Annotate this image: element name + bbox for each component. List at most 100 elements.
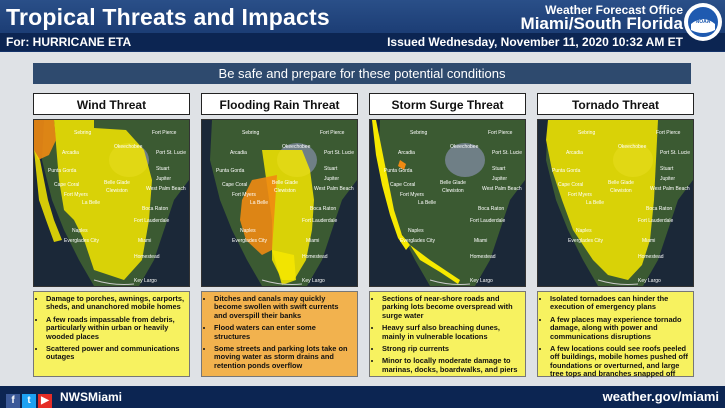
map-city-label: Sebring — [242, 130, 260, 136]
map-city-label: Cape Coral — [222, 182, 248, 188]
logo-text: NOAA — [696, 19, 711, 25]
map-city-label: Fort Pierce — [152, 130, 177, 136]
map-city-label: Belle Glade — [104, 180, 130, 186]
map-city-label: Homestead — [134, 254, 160, 260]
threat-panel: Flooding Rain Threat Sebring Fort Pierce Ar… — [201, 93, 358, 377]
footer: f t ▶ NWSMiami weather.gov/miami — [0, 386, 725, 408]
map-city-label: Okeechobee — [282, 144, 311, 150]
youtube-icon[interactable]: ▶ — [38, 394, 52, 408]
map-city-label: Fort Lauderdale — [134, 218, 170, 224]
map-city-label: Everglades City — [232, 238, 268, 244]
map-city-label: Everglades City — [400, 238, 436, 244]
map-city-label: Arcadia — [62, 150, 79, 156]
map-city-label: Punta Gorda — [384, 168, 413, 174]
map-city-label: Miami — [474, 238, 488, 244]
map-city-label: Fort Myers — [64, 192, 88, 198]
threat-title: Flooding Rain Threat — [201, 93, 358, 115]
map-city-label: Naples — [240, 228, 256, 234]
facebook-icon[interactable]: f — [6, 394, 20, 408]
threat-map: Sebring Fort Pierce Arcadia Okeechobee Port … — [369, 119, 526, 287]
map-city-label: Punta Gorda — [552, 168, 581, 174]
map-city-label: La Belle — [418, 200, 437, 206]
map-city-label: Homestead — [302, 254, 328, 260]
map-city-label: Key Largo — [302, 278, 325, 284]
twitter-icon[interactable]: t — [22, 394, 36, 408]
map-city-label: Sebring — [578, 130, 596, 136]
florida-map-icon — [34, 120, 189, 286]
map-city-label: West Palm Beach — [314, 186, 354, 192]
impact-bullet: Strong rip currents — [382, 344, 521, 353]
map-city-label: Fort Lauderdale — [470, 218, 506, 224]
map-city-label: Fort Myers — [568, 192, 592, 198]
impact-bullet: Some streets and parking lots take on mo… — [214, 344, 353, 370]
map-city-label: Homestead — [470, 254, 496, 260]
map-city-label: Fort Lauderdale — [638, 218, 674, 224]
social-handle: NWSMiami — [60, 390, 123, 404]
map-city-label: Fort Pierce — [488, 130, 513, 136]
map-city-label: Okeechobee — [618, 144, 647, 150]
storm-name: For: HURRICANE ETA — [6, 35, 132, 49]
map-city-label: Boca Raton — [310, 206, 337, 212]
map-city-label: Jupiter — [324, 176, 340, 182]
website-link[interactable]: weather.gov/miami — [602, 389, 719, 404]
map-city-label: Stuart — [156, 166, 170, 172]
threat-impacts: Sections of near-shore roads and parking… — [369, 291, 526, 377]
map-city-label: Punta Gorda — [216, 168, 245, 174]
threat-panel: Tornado Threat Sebring Fort Pierce Arcadia O… — [537, 93, 694, 378]
map-city-label: Punta Gorda — [48, 168, 77, 174]
florida-map-icon — [370, 120, 525, 286]
map-city-label: Sebring — [74, 130, 92, 136]
map-city-label: Boca Raton — [142, 206, 169, 212]
map-city-label: Belle Glade — [440, 180, 466, 186]
map-city-label: Port St. Lucie — [492, 150, 523, 156]
issued-time: Issued Wednesday, November 11, 2020 10:3… — [387, 35, 683, 49]
threat-impacts: Damage to porches, awnings, carports, sh… — [33, 291, 190, 377]
map-city-label: West Palm Beach — [146, 186, 186, 192]
map-city-label: Stuart — [660, 166, 674, 172]
map-city-label: Cape Coral — [54, 182, 80, 188]
threat-impacts: Ditches and canals may quickly become sw… — [201, 291, 358, 377]
map-city-label: Clewiston — [274, 188, 296, 194]
map-city-label: Jupiter — [660, 176, 676, 182]
map-city-label: La Belle — [586, 200, 605, 206]
impact-bullet: A few places may experience tornado dama… — [550, 315, 689, 341]
impact-bullet: A few roads impassable from debris, part… — [46, 315, 185, 341]
page-title: Tropical Threats and Impacts — [6, 4, 330, 30]
map-city-label: Jupiter — [492, 176, 508, 182]
map-city-label: Key Largo — [470, 278, 493, 284]
map-city-label: Port St. Lucie — [324, 150, 355, 156]
social-links: f t ▶ — [6, 390, 54, 408]
threat-title: Storm Surge Threat — [369, 93, 526, 115]
map-city-label: Clewiston — [610, 188, 632, 194]
map-city-label: Clewiston — [442, 188, 464, 194]
map-city-label: Arcadia — [566, 150, 583, 156]
map-city-label: Fort Myers — [400, 192, 424, 198]
noaa-logo-icon: NOAA — [684, 3, 722, 41]
map-city-label: Okeechobee — [114, 144, 143, 150]
impact-bullet: Isolated tornadoes can hinder the execut… — [550, 294, 689, 312]
map-city-label: Boca Raton — [646, 206, 673, 212]
threat-map: Sebring Fort Pierce Arcadia Okeechobee Port … — [537, 119, 694, 287]
map-city-label: Belle Glade — [272, 180, 298, 186]
map-city-label: Clewiston — [106, 188, 128, 194]
office-line1: Weather Forecast Office — [545, 3, 683, 17]
impact-bullet: Heavy surf also breaching dunes, mainly … — [382, 324, 521, 341]
map-city-label: Cape Coral — [558, 182, 584, 188]
header: Tropical Threats and Impacts For: HURRIC… — [0, 0, 725, 52]
map-city-label: La Belle — [82, 200, 101, 206]
map-city-label: Everglades City — [568, 238, 604, 244]
map-city-label: Key Largo — [638, 278, 661, 284]
impact-bullet: Sections of near-shore roads and parking… — [382, 294, 521, 320]
office-line2: Miami/South Florida — [520, 14, 683, 33]
map-city-label: West Palm Beach — [650, 186, 690, 192]
map-city-label: Naples — [72, 228, 88, 234]
map-city-label: Fort Lauderdale — [302, 218, 338, 224]
florida-map-icon — [538, 120, 693, 286]
impact-bullet: Flood waters can enter some structures — [214, 324, 353, 341]
map-city-label: Arcadia — [398, 150, 415, 156]
map-city-label: Boca Raton — [478, 206, 505, 212]
threat-panel: Wind Threat Sebring Fort Pierce Arcadia Okee… — [33, 93, 190, 377]
florida-map-icon — [202, 120, 357, 286]
threat-panel: Storm Surge Threat Sebring Fort Pierce Arca… — [369, 93, 526, 377]
map-city-label: Jupiter — [156, 176, 172, 182]
